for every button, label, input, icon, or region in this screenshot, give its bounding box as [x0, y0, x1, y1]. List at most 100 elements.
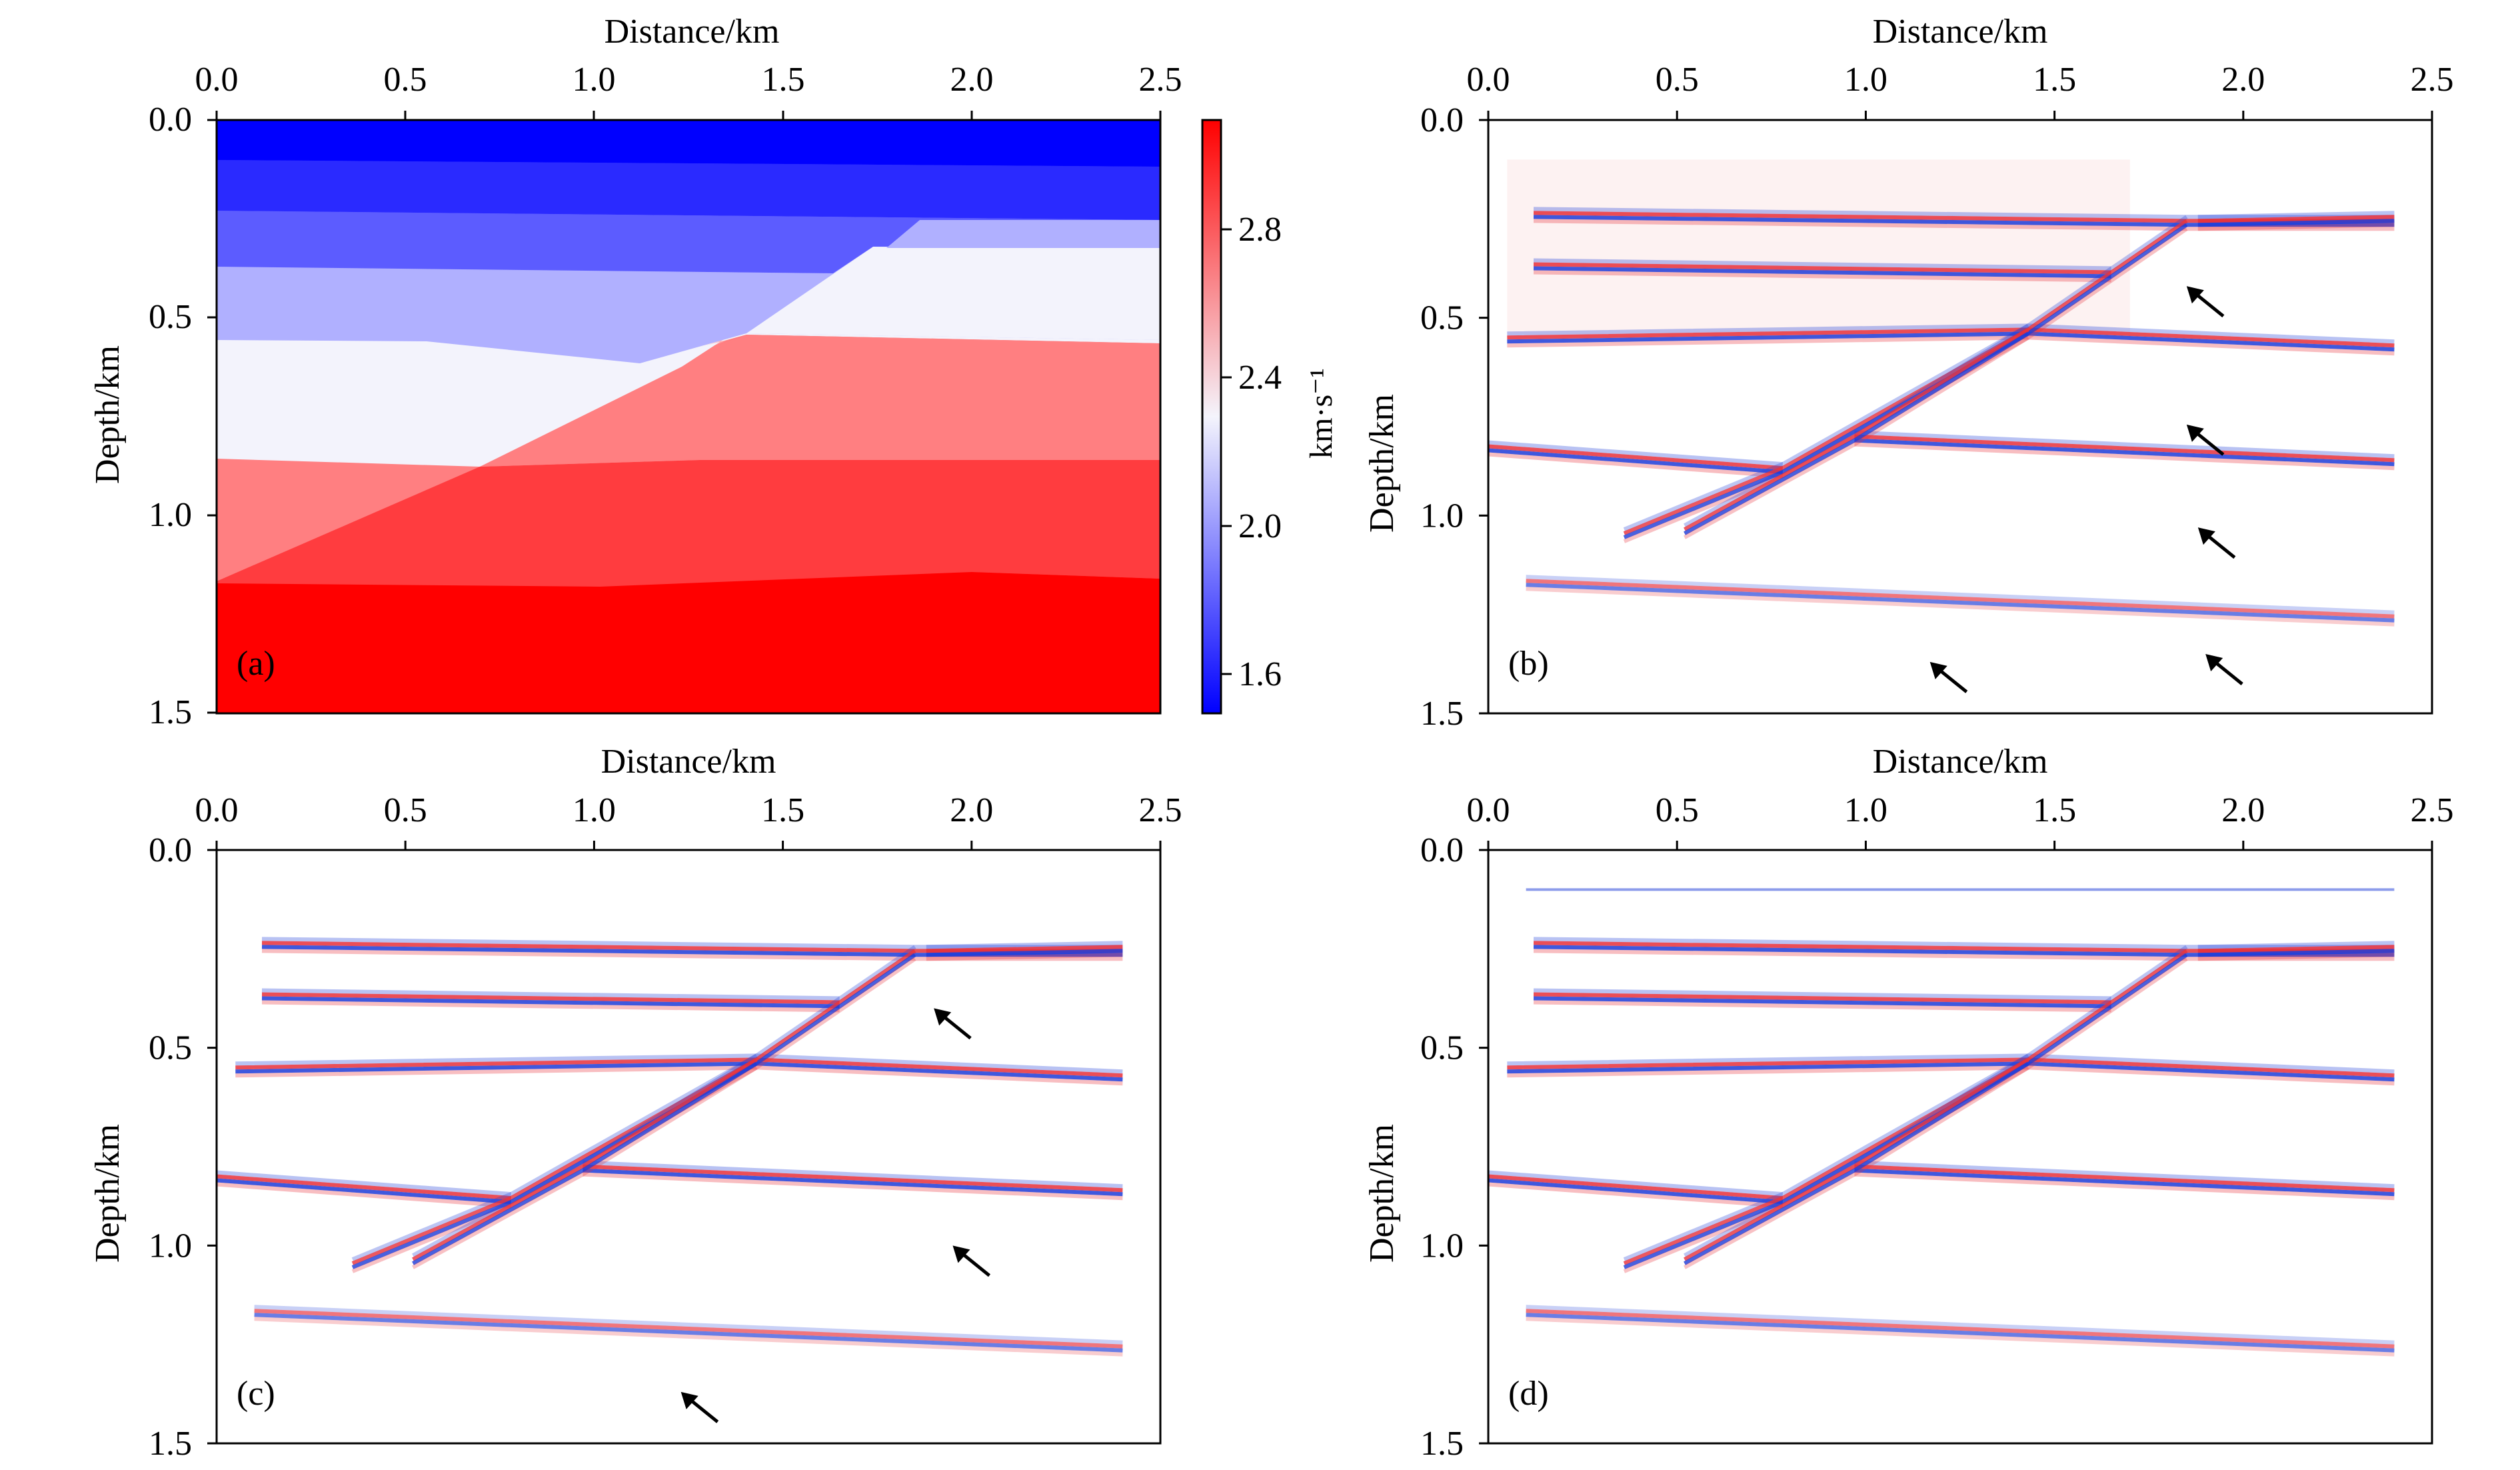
reflector-event — [926, 949, 1123, 957]
reflector-event — [1533, 949, 2395, 961]
reflector-event — [1533, 219, 2395, 231]
x-tick-label: 1.5 — [2033, 61, 2076, 99]
x-tick-label: 2.0 — [950, 61, 994, 99]
reflector-event — [1526, 587, 2395, 627]
reflector-event — [1507, 1065, 2395, 1086]
x-tick-label: 0.5 — [384, 61, 427, 99]
reflector-event — [2197, 941, 2395, 949]
x-tick-label: 1.5 — [2033, 791, 2076, 829]
reflector-event — [1533, 988, 2111, 1001]
reflector-event — [261, 992, 840, 1005]
x-tick-label: 2.5 — [2411, 791, 2454, 829]
reflector-event — [1684, 327, 2029, 531]
reflector-event — [1854, 1160, 2395, 1189]
x-tick-label: 2.0 — [2221, 791, 2265, 829]
panel-a-ylabel: Depth/km — [89, 345, 127, 484]
reflector-event — [1623, 215, 2188, 531]
reflector-event — [254, 1317, 1123, 1357]
reflector-event — [1684, 1057, 2029, 1261]
reflector-event — [926, 953, 1123, 961]
y-tick-label: 0.5 — [149, 298, 192, 336]
reflector-event — [1854, 438, 2395, 467]
panel-a-y-ticklabels: 0.0 0.5 1.0 1.5 — [149, 101, 192, 731]
reflector-event — [2197, 953, 2395, 961]
reflector-event — [1533, 258, 2111, 271]
reflector-event — [216, 1174, 512, 1201]
panel-d-xlabel: Distance/km — [1873, 743, 2048, 781]
reflector-event — [583, 1172, 1123, 1201]
panel-c-xlabel: Distance/km — [601, 743, 776, 781]
layer-white-patch — [480, 335, 1160, 467]
panel-c-image — [216, 850, 1160, 1443]
panel-a: Distance/km Depth/km 0.0 0.5 1.0 1.5 2.0… — [89, 13, 1182, 731]
y-tick-label: 0.0 — [149, 831, 192, 869]
annotation-arrow — [2205, 654, 2243, 685]
reflector-event — [235, 1053, 1123, 1074]
reflector-event — [1533, 270, 2111, 283]
reflector-event — [926, 945, 1123, 953]
reflector-event — [1854, 1172, 2395, 1201]
reflector-event — [1507, 323, 2395, 344]
reflector-event — [254, 1313, 1123, 1353]
layer-blue-2 — [217, 160, 1160, 220]
reflector-event — [2197, 215, 2395, 223]
reflector-event — [1488, 1170, 1784, 1197]
x-tick-label: 1.5 — [762, 61, 805, 99]
reflector-event — [216, 1178, 512, 1205]
colorbar-tick-label: 1.6 — [1238, 655, 1282, 693]
reflector-event — [1684, 323, 2029, 527]
colorbar-tick-label: 2.4 — [1238, 359, 1282, 397]
y-tick-label: 1.5 — [149, 693, 192, 731]
reflector-event — [2197, 949, 2395, 957]
reflector-event — [1623, 949, 2188, 1265]
panel-a-label: (a) — [237, 645, 275, 683]
colorbar-unit: km·s⁻¹ — [1304, 368, 1339, 459]
x-tick-label: 0.0 — [195, 791, 239, 829]
annotation-arrow — [2197, 527, 2236, 559]
annotation-arrow — [952, 1245, 991, 1277]
reflector-event — [1488, 448, 1784, 475]
panel-d-label: (d) — [1508, 1375, 1549, 1413]
reflector-event — [926, 941, 1123, 949]
layer-light-blue-right — [746, 247, 1160, 340]
reflector-event — [1533, 262, 2111, 275]
reflector-event — [2197, 223, 2395, 231]
x-tick-label: 2.5 — [1139, 61, 1182, 99]
panel-c: Distance/km Depth/km 0.0 0.5 1.0 1.5 2.0 2.5 0.0… — [89, 743, 1182, 1463]
panel-b-image — [1488, 120, 2432, 713]
annotation-arrow — [2186, 424, 2225, 456]
y-tick-label: 0.0 — [1420, 831, 1464, 869]
colorbar-tick-label: 2.8 — [1238, 211, 1282, 249]
panel-a-x-ticklabels: 0.0 0.5 1.0 1.5 2.0 2.5 — [195, 61, 1182, 99]
reflector-event — [1507, 1053, 2395, 1074]
reflector-event — [583, 1168, 1123, 1197]
panel-c-label: (c) — [237, 1375, 275, 1413]
reflector-event — [1684, 1061, 2029, 1265]
colorbar-tick-label: 2.0 — [1238, 507, 1282, 545]
layer-mid-blue-right — [886, 220, 1160, 248]
panel-b-ylabel: Depth/km — [1363, 394, 1401, 533]
reflector-event — [1533, 266, 2111, 279]
y-tick-label: 0.5 — [149, 1029, 192, 1067]
reflector-event — [1854, 430, 2395, 459]
reflector-event — [216, 1182, 512, 1209]
panel-c-ylabel: Depth/km — [89, 1124, 127, 1263]
x-tick-label: 0.5 — [1656, 61, 1699, 99]
reflector-event — [1526, 1305, 2395, 1345]
panel-b-xlabel: Distance/km — [1873, 13, 2048, 51]
reflector-event — [1526, 579, 2395, 619]
reflector-event — [1854, 1164, 2395, 1193]
reflector-event — [1488, 1182, 1784, 1209]
x-tick-label: 1.0 — [573, 791, 616, 829]
panel-d-frame — [1487, 849, 2433, 1445]
panel-b: Distance/km Depth/km 0.0 0.5 1.0 1.5 2.0 2.5 0.0… — [1363, 13, 2454, 733]
reflector-event — [216, 1170, 512, 1197]
reflector-event — [583, 1164, 1123, 1193]
panel-a-velocity-layers — [217, 120, 1160, 713]
y-tick-label: 1.5 — [1420, 695, 1464, 733]
y-tick-label: 0.5 — [1420, 299, 1464, 337]
reflector-event — [254, 1309, 1123, 1349]
reflector-event — [1854, 442, 2395, 471]
reflector-event — [351, 949, 916, 1265]
x-tick-label: 2.5 — [1139, 791, 1182, 829]
